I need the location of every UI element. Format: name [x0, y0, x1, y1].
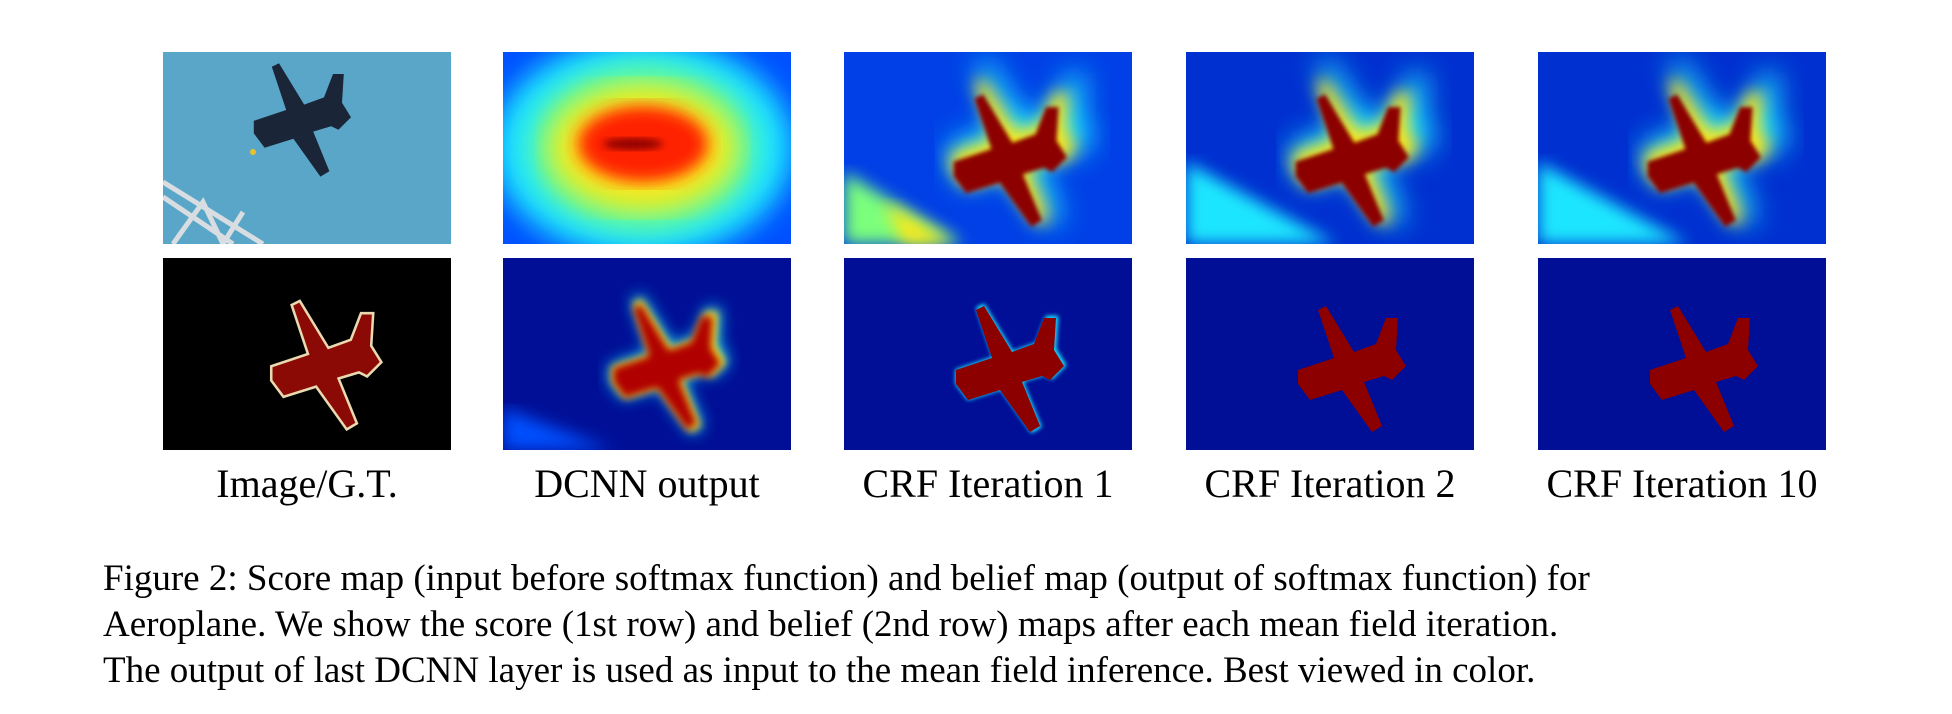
dcnn-belief-map — [503, 258, 791, 450]
crf-iter1-score-map — [844, 52, 1132, 244]
crf-iter2-score-map — [1186, 52, 1474, 244]
caption-line-3: The output of last DCNN layer is used as… — [103, 650, 1536, 691]
crf-iter2-belief-map — [1186, 258, 1474, 450]
column-label-image-gt: Image/G.T. — [216, 461, 398, 506]
input-image-panel — [163, 52, 451, 244]
dcnn-score-map — [503, 52, 791, 244]
crf-iter10-score-map — [1538, 52, 1826, 244]
caption-line-2: Aeroplane. We show the score (1st row) a… — [103, 604, 1559, 645]
crf-iter10-belief-map — [1538, 258, 1826, 450]
crf-iter1-belief-map — [844, 258, 1132, 450]
caption-line-1: Figure 2: Score map (input before softma… — [103, 558, 1590, 599]
column-label-crf-iter10: CRF Iteration 10 — [1546, 461, 1818, 506]
ground-truth-panel — [163, 258, 451, 450]
figure-caption: Figure 2: Score map (input before softma… — [103, 556, 1903, 694]
column-label-dcnn-output: DCNN output — [534, 461, 760, 506]
column-label-crf-iter1: CRF Iteration 1 — [862, 461, 1114, 506]
column-label-crf-iter2: CRF Iteration 2 — [1204, 461, 1456, 506]
